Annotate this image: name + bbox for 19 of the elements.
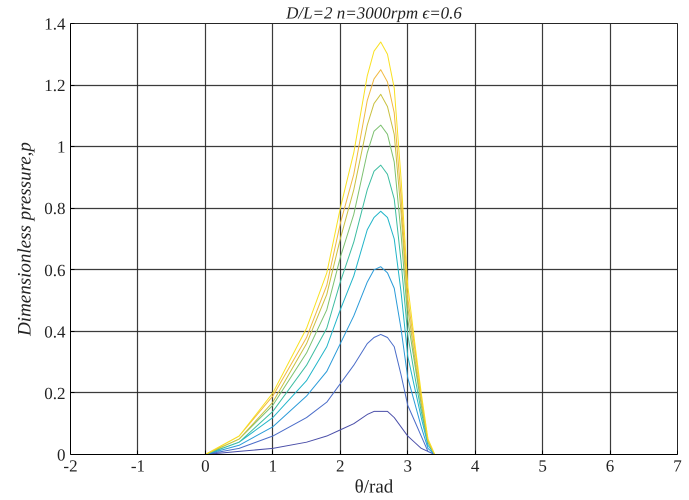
x-tick-label: 7 [673,456,682,476]
x-tick-label: 4 [470,456,480,476]
x-tick-label: 0 [201,456,210,476]
y-axis-title: Dimensionless pressure,p [14,142,36,337]
y-tick-label: 1.4 [44,14,66,34]
x-axis-title: θ/rad [354,476,394,498]
chart-title: D/L=2 n=3000rpm ϵ=0.6 [285,4,462,22]
x-tick-label: 5 [538,456,547,476]
x-tick-label: 6 [606,456,614,476]
y-tick-label: 0.4 [44,322,66,342]
x-tick-label: 2 [336,456,345,476]
y-tick-label: 0.8 [44,199,66,218]
y-tick-label: 1.2 [44,76,66,96]
y-tick-label: 0.6 [44,260,66,280]
x-tick-label: 3 [403,456,412,476]
x-tick-label: 1 [268,456,278,476]
y-tick-label: 1 [57,138,66,157]
y-tick-label: 0.2 [44,384,66,403]
x-tick-label: -1 [130,456,146,476]
